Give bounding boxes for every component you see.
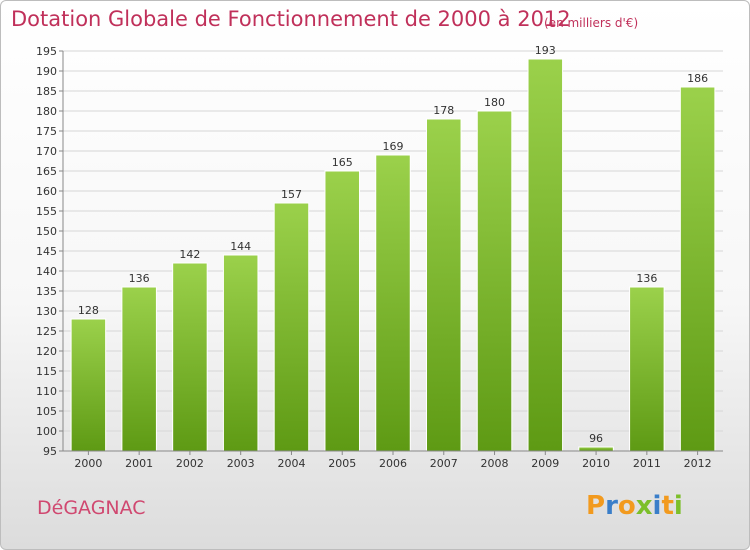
y-tick-label: 160 [36,185,57,198]
proxiti-logo[interactable]: Proxiti [586,491,683,521]
bar-2000 [70,318,107,452]
y-tick-label: 100 [36,425,57,438]
x-tick-label-2005: 2005 [328,457,356,470]
data-label-2003: 144 [230,240,251,253]
bar-2010 [578,446,614,452]
x-tick-label-2010: 2010 [582,457,610,470]
x-tick-label-2011: 2011 [633,457,661,470]
y-axis: 95 100 105 110 115 120 125 130 135 140 145 150 155 16… [36,45,64,458]
data-label-2009: 193 [535,44,556,57]
bar-2009 [527,58,564,452]
y-tick-label: 145 [36,245,57,258]
x-tick-label-2012: 2012 [684,457,712,470]
y-tick-label: 105 [36,405,57,418]
y-tick-label: 195 [36,45,57,58]
x-tick-label-2001: 2001 [125,457,153,470]
data-label-2011: 136 [636,272,657,285]
y-tick-label: 135 [36,285,57,298]
y-tick-label: 155 [36,205,57,218]
data-label-2012: 186 [687,72,708,85]
y-tick-label: 95 [43,445,57,458]
data-label-2004: 157 [281,188,302,201]
x-tick-label-2003: 2003 [227,457,255,470]
x-tick-label-2009: 2009 [531,457,559,470]
y-tick-label: 130 [36,305,57,318]
bar-2003 [222,254,259,452]
x-axis: 2000 2001 2002 2003 2004 2005 2006 2007 2008 2009… [63,450,723,470]
data-label-2007: 178 [433,104,454,117]
y-tick-label: 180 [36,105,57,118]
y-tick-label: 175 [36,125,57,138]
x-tick-label-2000: 2000 [74,457,102,470]
y-tick-label: 170 [36,145,57,158]
x-tick-label-2007: 2007 [430,457,458,470]
y-tick-label: 110 [36,385,57,398]
chart-title: Dotation Globale de Fonctionnement de 20… [11,7,571,31]
data-label-2008: 180 [484,96,505,109]
x-tick-label-2002: 2002 [176,457,204,470]
bar-2001 [121,286,157,452]
bar-2011 [629,286,665,452]
data-label-2006: 169 [383,140,404,153]
data-labels: 128 136 142 144 157 165 169 178 180 193 96 136 186 [78,44,708,445]
chart-subtitle: (en milliers d'€) [544,16,639,30]
y-tick-label: 125 [36,325,57,338]
y-tick-label: 165 [36,165,57,178]
y-tick-label: 120 [36,345,57,358]
bars [70,58,716,452]
data-label-2000: 128 [78,304,99,317]
bar-2012 [679,86,716,452]
y-tick-label: 115 [36,365,57,378]
data-label-2005: 165 [332,156,353,169]
y-tick-label: 190 [36,65,57,78]
y-tick-label: 150 [36,225,57,238]
data-label-2001: 136 [129,272,150,285]
bar-2002 [172,262,208,452]
bar-2007 [426,118,462,452]
bar-2005 [324,170,360,452]
commune-name: DéGAGNAC [37,497,146,519]
x-tick-label-2004: 2004 [277,457,305,470]
bar-2004 [273,202,310,452]
x-tick-label-2006: 2006 [379,457,407,470]
data-label-2002: 142 [179,248,200,261]
bar-2006 [375,154,411,452]
y-tick-label: 185 [36,85,57,98]
bar-2008 [476,110,513,452]
y-tick-label: 140 [36,265,57,278]
x-tick-label-2008: 2008 [481,457,509,470]
data-label-2010: 96 [589,432,603,445]
